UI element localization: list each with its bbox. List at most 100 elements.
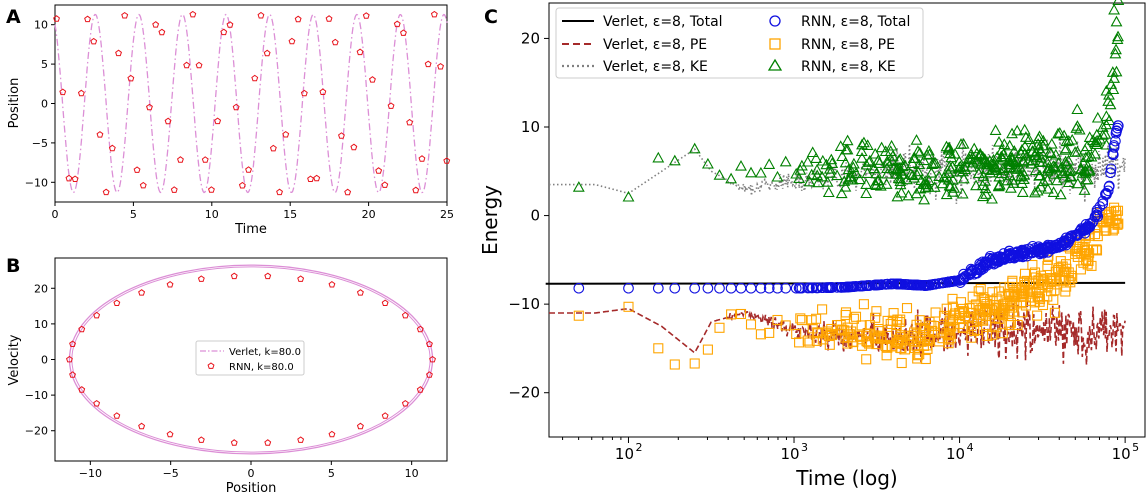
rnn-phase-point xyxy=(66,355,73,363)
rnn-ke-point xyxy=(1104,98,1117,110)
rnn-ke-point xyxy=(668,154,681,166)
rnn-total-point xyxy=(1105,163,1117,175)
rnn-position-point xyxy=(220,28,228,36)
rnn-pe-point xyxy=(928,320,939,332)
rnn-ke-point xyxy=(946,160,959,172)
rnn-ke-point xyxy=(929,157,942,168)
x-tick-label: 0 xyxy=(52,208,59,221)
rnn-position-point xyxy=(96,131,104,138)
panel-a-rnn-markers xyxy=(53,10,451,196)
rnn-ke-point xyxy=(1111,33,1124,44)
rnn-ke-point xyxy=(824,167,837,178)
rnn-pe-point xyxy=(998,310,1009,321)
rnn-ke-point xyxy=(891,190,904,202)
legend-rnn-total-swatch xyxy=(769,15,781,27)
rnn-phase-point xyxy=(113,412,121,419)
rnn-pe-point xyxy=(854,330,865,341)
rnn-ke-point xyxy=(1008,145,1021,156)
rnn-phase-point xyxy=(69,371,76,378)
rnn-pe-point xyxy=(944,329,955,340)
rnn-ke-point xyxy=(869,178,881,189)
rnn-ke-point xyxy=(822,186,835,198)
panel-a-x-ticks: 0 5 10 15 20 25 xyxy=(52,202,454,221)
rnn-position-point xyxy=(356,48,364,56)
rnn-position-point xyxy=(251,74,259,82)
rnn-ke-point xyxy=(803,175,816,187)
rnn-total-point xyxy=(714,282,725,294)
rnn-pe-point xyxy=(923,333,934,344)
rnn-ke-point xyxy=(1037,175,1050,187)
panel-a-y-ticks: −10 −5 0 5 10 xyxy=(25,19,55,189)
rnn-phase-point xyxy=(381,412,389,419)
rnn-ke-point xyxy=(953,155,966,167)
rnn-pe-point xyxy=(873,323,884,335)
panel-c-x-axis-label: Time (log) xyxy=(795,466,897,490)
rnn-pe-point xyxy=(735,308,747,320)
rnn-position-point xyxy=(269,144,277,152)
rnn-position-point xyxy=(90,37,98,45)
x-tick-label: −5 xyxy=(163,467,179,480)
panel-c-legend-box xyxy=(555,7,924,79)
rnn-pe-point xyxy=(1049,307,1060,318)
rnn-pe-point xyxy=(850,311,862,322)
rnn-ke-point xyxy=(861,139,874,150)
y-tick-label: −10 xyxy=(508,295,540,313)
rnn-pe-point xyxy=(794,337,805,348)
rnn-ke-point xyxy=(860,187,873,199)
rnn-pe-point xyxy=(1012,319,1023,330)
y-tick-label: 5 xyxy=(41,58,48,71)
legend-rnn-total-label: RNN, ε=8, Total xyxy=(801,14,910,30)
rnn-position-point xyxy=(152,21,160,28)
rnn-ke-point xyxy=(816,170,829,182)
rnn-ke-point xyxy=(1110,15,1123,27)
rnn-ke-point xyxy=(918,193,931,205)
rnn-total-point xyxy=(755,282,767,294)
rnn-ke-point xyxy=(1052,127,1064,139)
rnn-ke-point xyxy=(812,176,825,188)
rnn-pe-point xyxy=(1042,260,1053,272)
rnn-pe-point xyxy=(1004,320,1015,331)
rnn-phase-point xyxy=(264,272,272,280)
rnn-pe-point xyxy=(1063,267,1074,278)
rnn-position-point xyxy=(430,10,438,18)
rnn-pe-point xyxy=(1027,259,1038,271)
rnn-pe-point xyxy=(900,344,911,355)
rnn-ke-point xyxy=(1065,164,1077,175)
rnn-total-point xyxy=(1094,201,1106,212)
y-tick-label: 0 xyxy=(41,354,48,367)
rnn-ke-point xyxy=(1028,186,1041,198)
rnn-pe-point xyxy=(920,353,931,365)
rnn-pe-point xyxy=(1112,219,1123,230)
verlet-position-line xyxy=(54,13,448,194)
rnn-ke-point xyxy=(997,164,1010,175)
rnn-ke-point xyxy=(912,165,925,177)
rnn-ke-point xyxy=(1048,168,1061,179)
rnn-ke-point xyxy=(1006,127,1018,139)
rnn-ke-point xyxy=(1056,167,1069,179)
rnn-ke-point xyxy=(763,158,776,169)
rnn-ke-point xyxy=(1103,88,1115,100)
rnn-phase-point xyxy=(381,299,389,306)
rnn-pe-point xyxy=(1044,273,1055,284)
rnn-pe-point xyxy=(963,313,974,324)
rnn-position-point xyxy=(424,60,432,68)
legend-rnn-ke-swatch xyxy=(767,58,783,71)
rnn-position-point xyxy=(307,175,314,182)
rnn-ke-point xyxy=(1035,145,1048,157)
rnn-phase-point xyxy=(197,275,205,282)
rnn-position-point xyxy=(406,118,414,126)
rnn-ke-point xyxy=(771,170,784,182)
rnn-ke-point xyxy=(996,151,1009,163)
rnn-position-point xyxy=(65,174,73,182)
panel-a-x-axis-label: Time xyxy=(234,222,267,237)
panel-b-legend-box xyxy=(195,340,305,376)
rnn-phase-point xyxy=(416,325,424,333)
rnn-pe-point xyxy=(795,313,806,324)
rnn-ke-point xyxy=(1016,186,1029,197)
rnn-position-point xyxy=(400,29,407,36)
rnn-total-point xyxy=(669,282,681,294)
rnn-total-point xyxy=(1105,167,1116,179)
rnn-position-point xyxy=(53,15,60,22)
rnn-pe-point xyxy=(848,313,859,324)
rnn-ke-point xyxy=(1011,124,1024,136)
